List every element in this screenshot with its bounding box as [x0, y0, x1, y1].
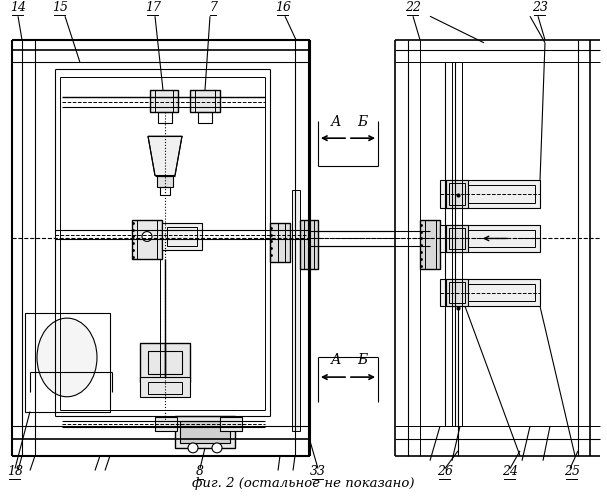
Bar	[445, 230, 535, 248]
Bar	[445, 186, 535, 203]
Bar	[148, 382, 182, 394]
Circle shape	[142, 232, 152, 241]
Text: 17: 17	[145, 2, 161, 15]
Bar	[220, 418, 242, 431]
Ellipse shape	[37, 318, 97, 397]
Bar	[160, 188, 170, 195]
Bar	[292, 190, 300, 431]
Text: 33: 33	[310, 466, 326, 478]
Text: 26: 26	[437, 466, 453, 478]
Bar	[140, 342, 190, 382]
Text: 15: 15	[52, 2, 68, 15]
Bar	[167, 226, 197, 246]
Circle shape	[212, 443, 222, 453]
Text: фиг. 2 (остальное не показано): фиг. 2 (остальное не показано)	[192, 477, 414, 490]
Bar	[449, 184, 465, 205]
Text: 8: 8	[196, 466, 204, 478]
Bar	[420, 220, 440, 269]
Bar	[440, 180, 540, 208]
Bar	[175, 416, 235, 448]
Bar	[157, 176, 173, 188]
Text: А: А	[331, 354, 341, 368]
Polygon shape	[148, 136, 182, 175]
Text: 23: 23	[532, 2, 548, 15]
Bar	[300, 220, 318, 269]
Text: Б: Б	[357, 354, 367, 368]
Bar	[270, 222, 290, 262]
Text: А: А	[331, 116, 341, 130]
Bar	[446, 224, 468, 252]
Bar	[148, 350, 182, 374]
Bar	[132, 220, 162, 259]
Text: 25: 25	[564, 466, 580, 478]
Bar	[445, 284, 535, 302]
Bar	[198, 112, 212, 124]
Bar	[155, 418, 177, 431]
Bar	[440, 224, 540, 252]
Bar	[162, 222, 202, 250]
Bar	[180, 422, 230, 443]
Text: Б: Б	[357, 116, 367, 130]
Text: 22: 22	[405, 2, 421, 15]
Bar	[158, 112, 172, 124]
Text: 14: 14	[10, 2, 26, 15]
Text: 7: 7	[209, 2, 217, 15]
Bar	[449, 282, 465, 304]
Bar	[446, 279, 468, 306]
Bar	[449, 228, 465, 250]
Bar	[190, 90, 220, 112]
Bar	[25, 313, 110, 412]
Text: 24: 24	[502, 466, 518, 478]
Bar	[150, 90, 178, 112]
Text: 18: 18	[7, 466, 23, 478]
Text: 16: 16	[275, 2, 291, 15]
Circle shape	[188, 443, 198, 453]
Bar	[140, 377, 190, 397]
Bar	[440, 279, 540, 306]
Bar	[446, 180, 468, 208]
